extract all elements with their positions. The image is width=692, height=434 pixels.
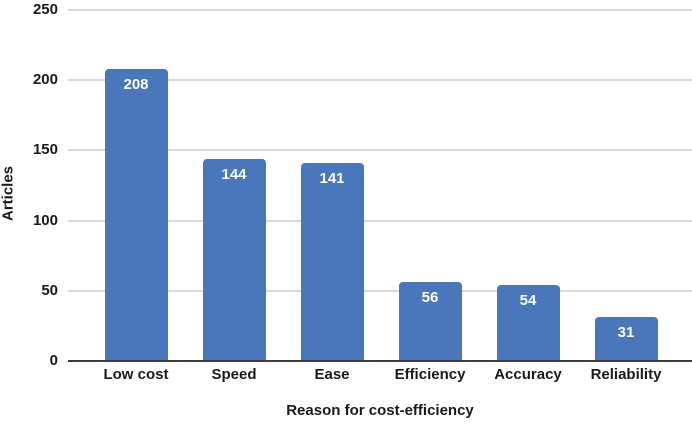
gridline xyxy=(68,9,692,11)
bar-efficiency: 56 xyxy=(398,282,462,361)
y-tick-label: 50 xyxy=(41,281,58,299)
gridline xyxy=(68,149,692,152)
x-category-label: Reliability xyxy=(590,366,662,383)
bar-low-cost: 208 xyxy=(104,69,168,361)
x-category-label: Speed xyxy=(211,366,257,383)
gridline xyxy=(68,79,692,82)
x-category-label: Ease xyxy=(314,366,350,383)
y-tick-label: 250 xyxy=(32,1,58,18)
gridline xyxy=(68,289,692,292)
bar-value-label: 208 xyxy=(123,76,149,93)
bar-value-label: 54 xyxy=(519,292,537,309)
y-tick-label: 100 xyxy=(32,211,58,229)
x-category-label: Accuracy xyxy=(494,366,562,383)
y-tick-label: 150 xyxy=(32,141,58,159)
x-category-label: Low cost xyxy=(103,366,169,383)
bar-accuracy: 54 xyxy=(496,285,560,361)
bar-speed: 144 xyxy=(202,159,266,361)
plot-area: 208 144 141 56 54 31 xyxy=(68,9,692,362)
bar-value-label: 31 xyxy=(617,324,635,341)
bar-value-label: 141 xyxy=(319,170,345,187)
bar-ease: 141 xyxy=(300,163,364,361)
bar-value-label: 144 xyxy=(221,166,247,183)
x-category-label: Efficiency xyxy=(394,366,466,383)
bar-value-label: 56 xyxy=(421,289,439,306)
y-tick-label: 200 xyxy=(32,71,58,89)
x-axis-line xyxy=(68,360,692,362)
bar-reliability: 31 xyxy=(594,317,658,361)
x-axis-title: Reason for cost-efficiency xyxy=(286,402,474,419)
y-tick-label: 0 xyxy=(49,352,58,369)
gridline xyxy=(68,219,692,222)
